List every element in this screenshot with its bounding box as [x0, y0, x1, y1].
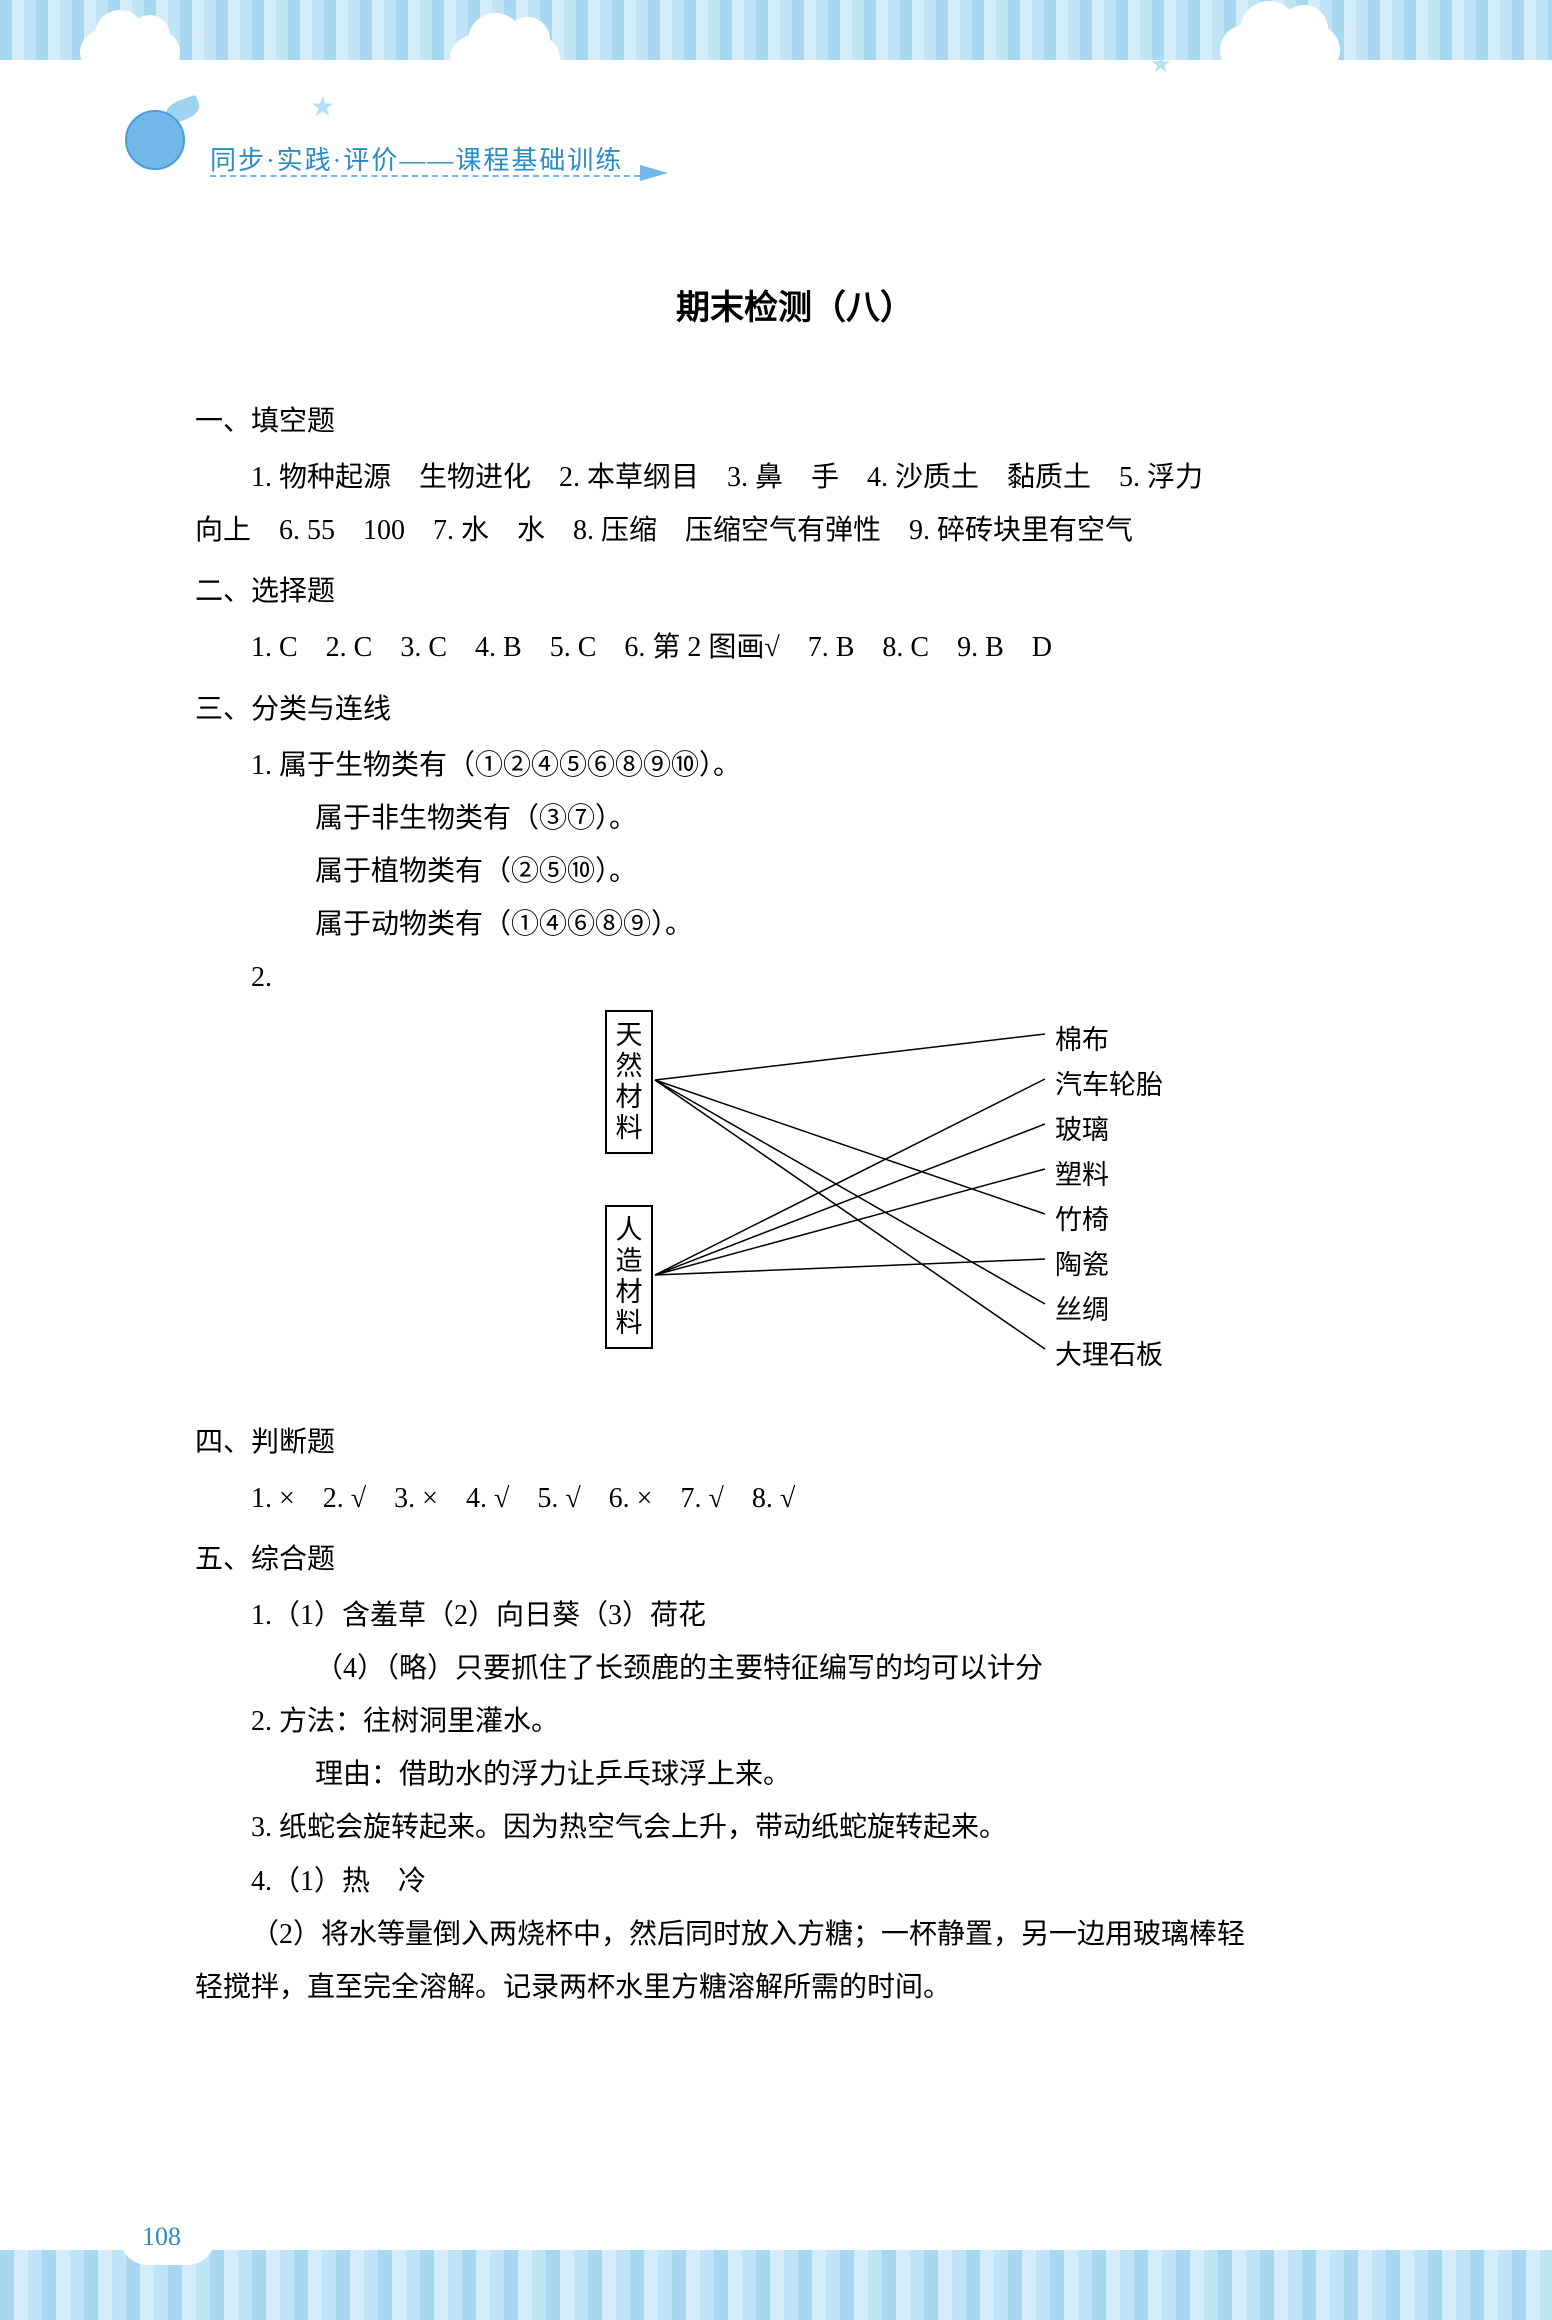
diagram-box-natural: 天然材料 [605, 1010, 653, 1154]
diagram-right-item: 塑料 [1055, 1153, 1109, 1192]
fill-blank-answers-line2: 向上 6. 55 100 7. 水 水 8. 压缩 压缩空气有弹性 9. 碎砖块… [195, 504, 1395, 557]
choice-answers: 1. C 2. C 3. C 4. B 5. C 6. 第 2 图画√ 7. B… [195, 621, 1395, 674]
classification-q2-label: 2. [195, 951, 1395, 1004]
star-decoration: ★ [1150, 50, 1172, 79]
judge-answers: 1. × 2. √ 3. × 4. √ 5. √ 6. × 7. √ 8. √ [195, 1472, 1395, 1525]
classification-q1-a: 1. 属于生物类有（①②④⑤⑥⑧⑨⑩）。 [195, 739, 1395, 792]
comprehensive-q2-b: 理由：借助水的浮力让乒乓球浮上来。 [195, 1748, 1395, 1801]
breadcrumb-text: 同步·实践·评价——课程基础训练 [210, 146, 623, 175]
cloud-decoration [80, 30, 180, 75]
diagram-right-item: 棉布 [1055, 1018, 1109, 1057]
diagram-box-natural-label: 天然材料 [616, 1020, 643, 1143]
comprehensive-q4-c: 轻搅拌，直至完全溶解。记录两杯水里方糖溶解所需的时间。 [195, 1961, 1395, 2014]
matching-lines-svg [435, 1010, 1395, 1400]
section-2-title: 二、选择题 [195, 569, 1395, 609]
mascot-icon [110, 95, 200, 185]
cloud-decoration [1220, 25, 1340, 75]
section-1-title: 一、填空题 [195, 399, 1395, 439]
diagram-right-item: 丝绸 [1055, 1288, 1109, 1327]
breadcrumb: 同步·实践·评价——课程基础训练 [210, 140, 650, 170]
comprehensive-q1-a: 1.（1）含羞草（2）向日葵（3）荷花 [195, 1589, 1395, 1642]
paper-plane-icon [640, 165, 668, 181]
section-3-title: 三、分类与连线 [195, 687, 1395, 727]
diagram-right-item: 汽车轮胎 [1055, 1063, 1163, 1102]
comprehensive-q2-a: 2. 方法：往树洞里灌水。 [195, 1695, 1395, 1748]
diagram-right-item: 陶瓷 [1055, 1243, 1109, 1282]
diagram-right-item: 竹椅 [1055, 1198, 1109, 1237]
fill-blank-answers-line1: 1. 物种起源 生物进化 2. 本草纲目 3. 鼻 手 4. 沙质土 黏质土 5… [195, 451, 1395, 504]
classification-q1-c: 属于植物类有（②⑤⑩）。 [195, 845, 1395, 898]
classification-q1-d: 属于动物类有（①④⑥⑧⑨）。 [195, 898, 1395, 951]
comprehensive-q1-b: （4）（略）只要抓住了长颈鹿的主要特征编写的均可以计分 [195, 1642, 1395, 1695]
diagram-box-artificial-label: 人造材料 [616, 1215, 643, 1338]
section-5-title: 五、综合题 [195, 1537, 1395, 1577]
diagram-box-artificial: 人造材料 [605, 1205, 653, 1349]
star-decoration: ★ [310, 90, 335, 124]
comprehensive-q3: 3. 纸蛇会旋转起来。因为热空气会上升，带动纸蛇旋转起来。 [195, 1801, 1395, 1854]
classification-q1-b: 属于非生物类有（③⑦）。 [195, 792, 1395, 845]
bottom-decorative-border [0, 2250, 1552, 2320]
comprehensive-q4-b: （2）将水等量倒入两烧杯中，然后同时放入方糖；一杯静置，另一边用玻璃棒轻 [195, 1908, 1395, 1961]
diagram-right-item: 玻璃 [1055, 1108, 1109, 1147]
matching-diagram: 天然材料 人造材料 棉布汽车轮胎玻璃塑料竹椅陶瓷丝绸大理石板 [435, 1010, 1395, 1400]
page-title: 期末检测（八） [195, 280, 1395, 329]
page-content: 期末检测（八） 一、填空题 1. 物种起源 生物进化 2. 本草纲目 3. 鼻 … [195, 280, 1395, 2014]
section-4-title: 四、判断题 [195, 1420, 1395, 1460]
diagram-right-item: 大理石板 [1055, 1333, 1163, 1372]
cloud-decoration [450, 35, 560, 83]
header-dashed-underline [210, 175, 640, 177]
comprehensive-q4-a: 4.（1）热 冷 [195, 1855, 1395, 1908]
page-number: 108 [142, 2222, 181, 2252]
